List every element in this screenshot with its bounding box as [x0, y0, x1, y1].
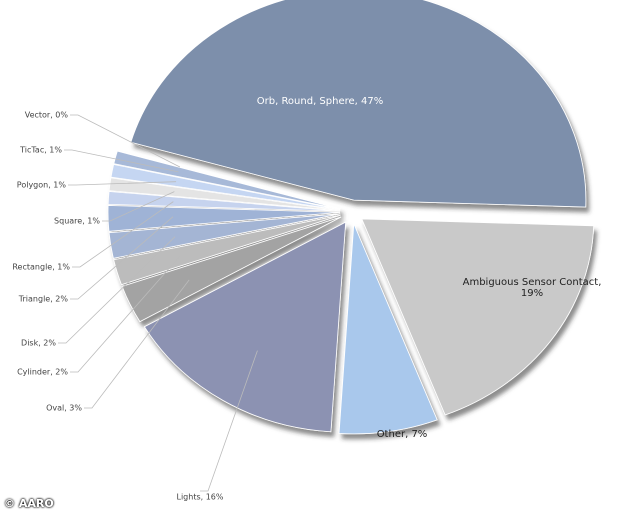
- leader-line: [72, 201, 174, 268]
- slice-label: Vector, 0%: [25, 111, 69, 120]
- leader-line: [70, 114, 181, 168]
- slice-label: Polygon, 1%: [17, 181, 67, 190]
- pie-slice: [361, 218, 595, 416]
- leader-line: [64, 149, 179, 173]
- slice-label: Orb, Round, Sphere, 47%: [256, 96, 384, 107]
- pie-slice: [130, 0, 587, 208]
- leader-line: [84, 279, 190, 409]
- source-credit: © AARO: [4, 497, 54, 510]
- slice-label: Cylinder, 2%: [17, 368, 68, 377]
- slice-label: Triangle, 2%: [18, 295, 69, 304]
- pie-slice: [143, 221, 347, 433]
- slice-label: TicTac, 1%: [19, 146, 62, 155]
- slice-label: Oval, 3%: [46, 404, 82, 413]
- pie-slice: [338, 223, 438, 435]
- pie-slice: [113, 150, 341, 210]
- labels: Lights, 16% Oval, 3% Cylinder, 2% Disk, 2% T…: [12, 111, 258, 502]
- slice-label: Disk, 2%: [21, 339, 56, 348]
- leader-line: [70, 256, 180, 373]
- pie-slice: [121, 216, 342, 323]
- slice-label: Rectangle, 1%: [12, 263, 70, 272]
- pie-slice: [107, 205, 341, 232]
- slice-label: Other, 7%: [376, 429, 428, 440]
- leader-line: [200, 350, 258, 492]
- pie-slice: [107, 190, 341, 212]
- slice-label: Lights, 16%: [177, 493, 224, 502]
- pie-slice: [110, 163, 341, 211]
- pie: [107, 0, 595, 435]
- slice-label: Ambiguous Sensor Contact, 19%: [462, 277, 602, 299]
- leader-line: [58, 236, 176, 344]
- leader-line: [70, 216, 174, 300]
- leader-line: [102, 191, 175, 222]
- slice-label: Square, 1%: [54, 217, 100, 226]
- leader-line: [68, 181, 177, 186]
